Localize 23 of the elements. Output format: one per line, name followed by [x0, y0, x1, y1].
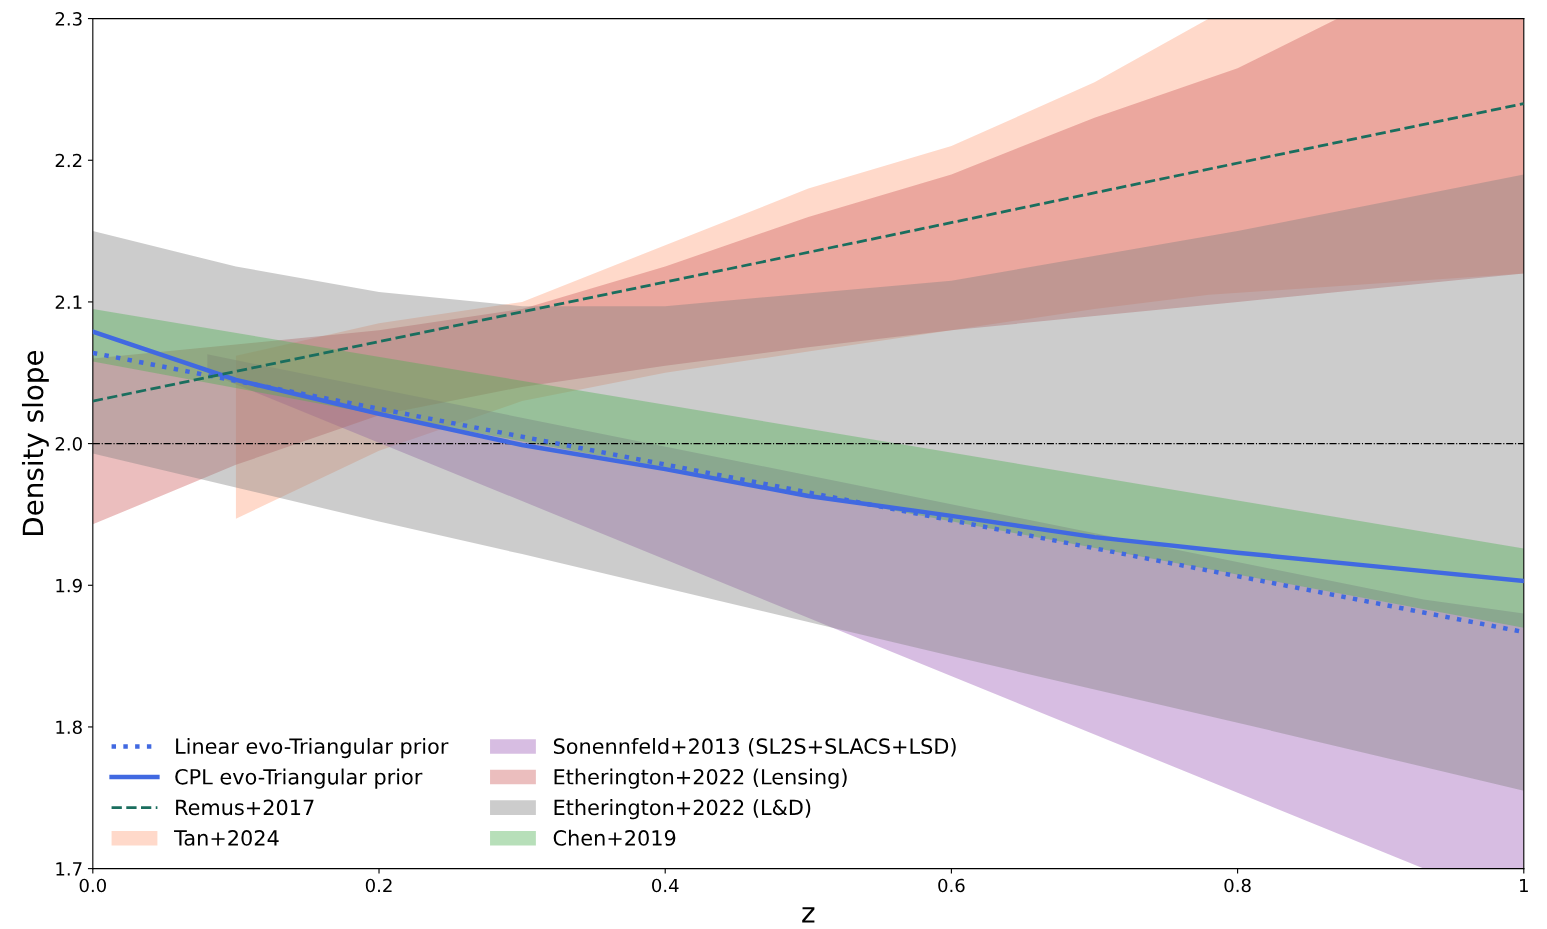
legend-label: Linear evo-Triangular prior: [176, 737, 449, 759]
x-axis-title: z: [802, 907, 815, 923]
y-tick-label: 1.8: [56, 720, 82, 735]
legend-label: CPL evo-Triangular prior: [175, 768, 423, 789]
legend-label: Tan+2024: [174, 830, 279, 846]
y-axis-title: Density slope: [21, 350, 49, 536]
y-tick-label: 2.1: [55, 295, 82, 309]
x-tick-label: 0.6: [938, 878, 965, 893]
x-tick-label: 0.2: [365, 878, 392, 893]
y-tick-label: 2.3: [55, 12, 82, 26]
legend-label: Etherington+2022 (L&D): [554, 799, 811, 820]
legend-label: Remus+2017: [176, 799, 314, 816]
y-tick-label: 2.2: [55, 153, 82, 168]
x-tick-label: 0.8: [1224, 878, 1251, 893]
x-tick-label: 1: [1520, 878, 1528, 893]
x-tick-label: 0.4: [652, 878, 679, 893]
legend-label: Chen+2019: [553, 829, 676, 846]
legend-label: Etherington+2022 (Lensing): [554, 768, 847, 789]
y-tick-label: 1.7: [56, 862, 82, 876]
y-tick-label: 2.0: [55, 437, 82, 451]
legend-label: Sonennfeld+2013 (SL2S+SLACS+LSD): [553, 737, 956, 757]
x-tick-label: 0.0: [79, 878, 106, 893]
y-tick-label: 1.9: [56, 578, 82, 593]
